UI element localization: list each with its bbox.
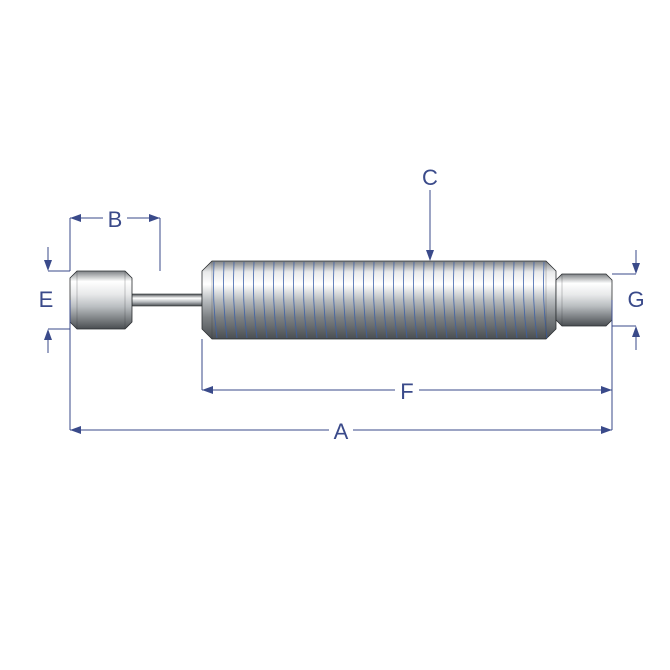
label-E: E — [39, 287, 54, 313]
label-F: F — [400, 379, 413, 405]
label-C: C — [422, 165, 438, 191]
technical-drawing: A B C E F G — [0, 0, 670, 670]
label-G: G — [627, 287, 644, 313]
label-A: A — [334, 419, 349, 445]
drawing-svg — [0, 0, 670, 670]
label-B: B — [108, 207, 123, 233]
